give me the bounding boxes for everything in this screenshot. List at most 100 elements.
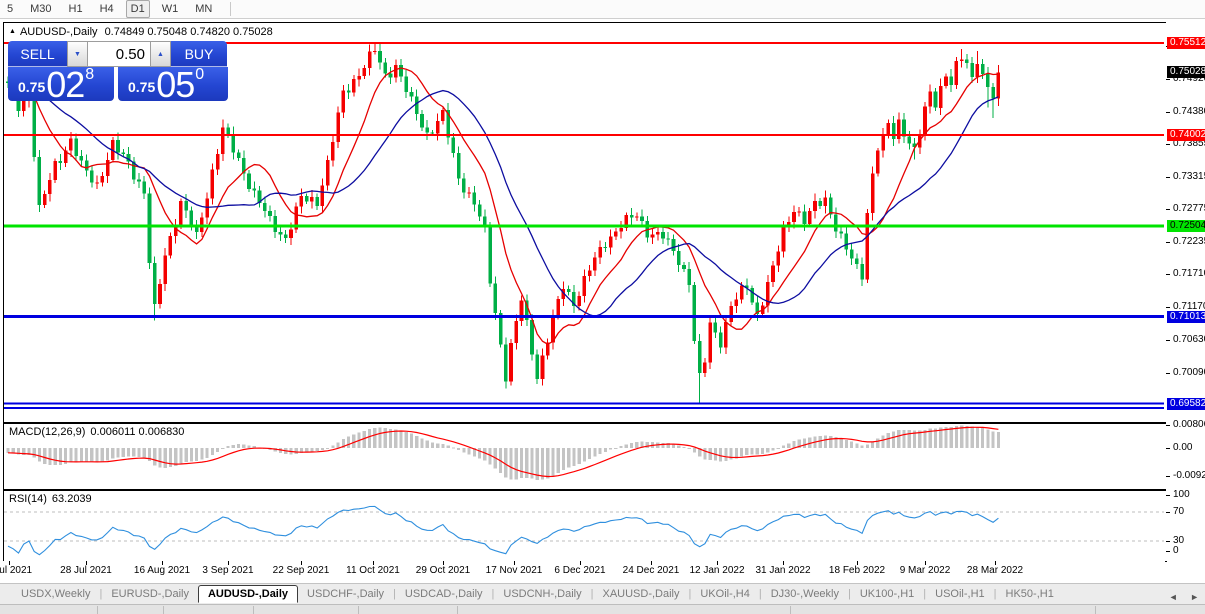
price-level-label: 0.69582 (1167, 398, 1205, 410)
macd-label: MACD(12,26,9) 0.006011 0.006830 (9, 426, 184, 438)
price-axis[interactable] (1166, 22, 1205, 561)
macd-chart[interactable] (4, 424, 1164, 487)
triangle-up-icon: ▲ (157, 50, 164, 58)
date-label: 28 Mar 2022 (966, 565, 1024, 576)
status-divider (790, 606, 791, 614)
macd-values: 0.006011 0.006830 (90, 426, 185, 438)
indicator-tick-mark (1166, 512, 1170, 513)
rsi-chart[interactable] (4, 491, 1164, 559)
date-tick-mark (9, 561, 10, 565)
rsi-value: 63.2039 (51, 493, 92, 505)
date-tick-mark (995, 561, 996, 565)
tab-divider: | (848, 588, 851, 600)
chart-tab-usdcad[interactable]: USDCAD-,Daily (404, 588, 483, 600)
price-level-label: 0.75028 (1167, 66, 1205, 78)
price-tick-mark (1166, 242, 1170, 243)
chart-tab-eurusd[interactable]: EURUSD-,Daily (111, 588, 189, 600)
tabs-scroll-left-icon[interactable]: ◄ (1168, 592, 1178, 602)
date-label: 22 Sep 2021 (272, 565, 330, 576)
chart-symbol-period: AUDUSD-,Daily (19, 26, 98, 38)
price-tick-mark (1166, 373, 1170, 374)
price-tick-mark (1166, 144, 1170, 145)
ask-price-button[interactable]: 0.75 05 0 (118, 66, 228, 103)
chart-ohlc-values: 0.74849 0.75048 0.74820 0.75028 (104, 26, 273, 38)
status-divider (358, 606, 359, 614)
bid-price-prefix: 0.75 (18, 79, 46, 95)
chart-tab-dj30[interactable]: DJ30-,Weekly (770, 588, 839, 600)
date-label: 24 Dec 2021 (622, 565, 680, 576)
date-tick-mark (580, 561, 581, 565)
indicator-tick-label: 30 (1173, 535, 1185, 546)
macd-title: MACD(12,26,9) (9, 426, 86, 438)
tab-divider: | (923, 588, 927, 600)
price-level-label: 0.75512 (1167, 37, 1205, 49)
timeframe-h1[interactable]: H1 (68, 3, 83, 15)
date-tick-mark (228, 561, 229, 565)
tab-divider: | (758, 588, 762, 600)
indicator-tick-mark (1166, 425, 1170, 426)
timeframe-mn[interactable]: MN (195, 3, 213, 15)
indicator-tick-label: 0.00 (1173, 442, 1193, 453)
date-tick-mark (443, 561, 444, 565)
price-tick-mark (1166, 209, 1170, 210)
date-tick-mark (783, 561, 784, 565)
tab-divider: | (688, 588, 692, 600)
timeframe-m30[interactable]: M30 (30, 3, 52, 15)
chart-tab-usdcnh[interactable]: USDCNH-,Daily (503, 588, 582, 600)
chart-tab-usoil[interactable]: USOil-,H1 (935, 588, 985, 600)
date-tick-mark (717, 561, 718, 565)
volume-input[interactable] (88, 41, 150, 67)
price-tick-mark (1166, 340, 1170, 341)
chart-tab-usdx[interactable]: USDX,Weekly (21, 588, 91, 600)
price-tick-label: 0.72775 (1173, 203, 1205, 214)
chart-tab-xauusd[interactable]: XAUUSD-,Daily (602, 588, 680, 600)
bid-price-button[interactable]: 0.75 02 8 (8, 64, 114, 105)
date-label: 31 Jan 2022 (755, 565, 811, 576)
rsi-pane[interactable] (3, 490, 1167, 562)
date-label: 29 Oct 2021 (415, 565, 471, 576)
chart-tab-hk50[interactable]: HK50-,H1 (1005, 588, 1054, 600)
chart-tab-uk100[interactable]: UK100-,H1 (859, 588, 915, 600)
sell-button[interactable]: SELL (8, 41, 67, 67)
date-tick-mark (162, 561, 163, 565)
rsi-label: RSI(14) 63.2039 (9, 493, 92, 505)
tab-divider: | (993, 588, 997, 600)
indicator-tick-label: 0.008061 (1173, 419, 1205, 430)
date-label: 28 Jul 2021 (60, 565, 112, 576)
buy-button[interactable]: BUY (171, 41, 227, 67)
candlestick-chart[interactable] (4, 23, 1164, 420)
date-tick-mark (514, 561, 515, 565)
chart-tab-ukoil[interactable]: UKOil-,H4 (700, 588, 750, 600)
timeframe-toolbar: 5 M30 H1 H4 D1 W1 MN (0, 0, 1205, 19)
date-label: 3 Sep 2021 (202, 565, 254, 576)
macd-pane[interactable] (3, 423, 1167, 490)
timeframe-w1[interactable]: W1 (161, 3, 179, 15)
bid-price-big: 02 (46, 64, 85, 105)
price-tick-mark (1166, 112, 1170, 113)
chart-tab-usdchf[interactable]: USDCHF-,Daily (307, 588, 385, 600)
status-divider (163, 606, 164, 614)
price-tick-mark (1166, 79, 1170, 80)
date-tick-mark (86, 561, 87, 565)
volume-decrease-button[interactable]: ▼ (67, 41, 88, 67)
date-label: 17 Nov 2021 (485, 565, 543, 576)
main-chart-pane[interactable] (3, 22, 1167, 423)
timeframe-d1[interactable]: D1 (125, 0, 150, 18)
chart-tab-bar: USDX,Weekly | EURUSD-,Daily AUDUSD-,Daily US… (0, 583, 1205, 604)
indicator-tick-mark (1166, 448, 1170, 449)
date-label: 9 Jul 2021 (0, 565, 33, 576)
date-label: 18 Feb 2022 (828, 565, 886, 576)
status-divider (253, 606, 254, 614)
volume-increase-button[interactable]: ▲ (150, 41, 171, 67)
timeframe-h4[interactable]: H4 (99, 3, 114, 15)
timeframe-5[interactable]: 5 (7, 3, 14, 15)
date-tick-mark (925, 561, 926, 565)
date-axis[interactable]: 9 Jul 2021 28 Jul 2021 16 Aug 2021 3 Sep 20… (0, 561, 1165, 582)
rsi-title: RSI(14) (9, 493, 47, 505)
indicator-tick-label: 0 (1173, 545, 1179, 556)
tabs-scroll-right-icon[interactable]: ► (1190, 592, 1199, 602)
chart-tab-audusd[interactable]: AUDUSD-,Daily (197, 585, 299, 603)
